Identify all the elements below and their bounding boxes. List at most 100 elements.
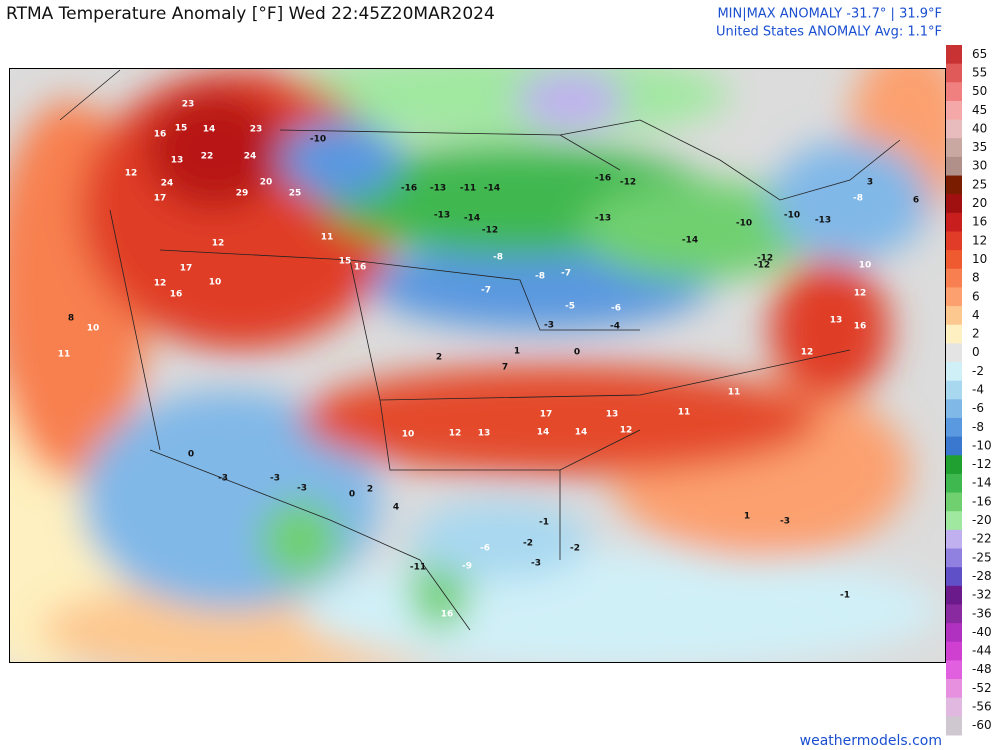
anomaly-label: -2: [523, 539, 533, 549]
anomaly-label: 13: [171, 156, 184, 166]
anomaly-label: 11: [678, 408, 691, 418]
colorbar-bin: [946, 604, 962, 624]
anomaly-label: 14: [203, 125, 216, 135]
colorbar-label: -22: [972, 532, 992, 546]
colorbar-bin: [946, 362, 962, 382]
anomaly-label: 6: [913, 196, 919, 206]
colorbar-label: -25: [972, 550, 992, 564]
min-max: MIN|MAX ANOMALY -31.7° | 31.9°F: [717, 7, 942, 22]
title: RTMA Temperature Anomaly [°F] Wed 22:45Z…: [6, 4, 495, 24]
colorbar-bin: [946, 473, 962, 494]
colorbar-bin: [946, 194, 962, 214]
colorbar-label: 6: [972, 289, 980, 303]
colorbar-label: -2: [972, 364, 984, 378]
anomaly-label: 11: [321, 233, 334, 243]
anomaly-label: -9: [462, 562, 472, 572]
anomaly-label: -3: [297, 484, 307, 494]
anomaly-label: 12: [212, 239, 225, 249]
anomaly-label: -7: [561, 269, 571, 279]
colorbar-label: -14: [972, 476, 992, 490]
colorbar-bin: [946, 45, 962, 65]
colorbar-bin: [946, 399, 962, 419]
colorbar-bin: [946, 436, 962, 456]
anomaly-label: -12: [754, 261, 770, 271]
anomaly-label: 17: [154, 194, 167, 204]
colorbar-bin: [946, 82, 962, 102]
colorbar-label: -28: [972, 569, 992, 583]
anomaly-label: 2: [436, 353, 442, 363]
anomaly-label: -3: [544, 321, 554, 331]
colorbar-bin: [946, 511, 962, 531]
colorbar-label: -10: [972, 438, 992, 452]
colorbar-bin: [946, 455, 962, 475]
anomaly-label: 4: [393, 503, 399, 513]
anomaly-label: 24: [244, 152, 257, 162]
anomaly-label: -3: [218, 474, 228, 484]
colorbar-label: -16: [972, 494, 992, 508]
anomaly-label: 11: [58, 350, 71, 360]
anomaly-label: -12: [757, 254, 773, 264]
footer: weathermodels.com: [800, 733, 942, 749]
anomaly-label: 12: [854, 289, 867, 299]
anomaly-label: -13: [815, 216, 831, 226]
colorbar-label: 35: [972, 140, 987, 154]
anomaly-label: -3: [531, 559, 541, 569]
colorbar-bin: [946, 231, 962, 251]
colorbar-label: -40: [972, 625, 992, 639]
anomaly-label: 13: [478, 429, 491, 439]
anomaly-label: 0: [574, 348, 580, 358]
colorbar-bin: [946, 343, 962, 363]
colorbar-label: 65: [972, 47, 987, 61]
colorbar-label: 50: [972, 84, 987, 98]
anomaly-label: 8: [68, 314, 74, 324]
colorbar-label: 0: [972, 345, 980, 359]
colorbar-label: 4: [972, 308, 980, 322]
anomaly-label: -12: [482, 226, 498, 236]
anomaly-label: 13: [606, 410, 619, 420]
anomaly-label: 15: [339, 257, 352, 267]
colorbar-bin: [946, 417, 962, 438]
colorbar-label: -52: [972, 681, 992, 695]
colorbar-bin: [946, 119, 962, 139]
colorbar-label: 55: [972, 65, 987, 79]
anomaly-label: 22: [201, 152, 214, 162]
anomaly-label: -13: [430, 184, 446, 194]
colorbar-bin: [946, 156, 962, 177]
colorbar-bin: [946, 138, 962, 158]
colorbar-label: 10: [972, 252, 987, 266]
anomaly-label: 15: [175, 124, 188, 134]
anomaly-label: 14: [537, 428, 550, 438]
anomaly-label: -2: [570, 544, 580, 554]
colorbar-label: 16: [972, 215, 987, 229]
anomaly-label: 11: [728, 388, 741, 398]
colorbar-label: 30: [972, 159, 987, 173]
colorbar-label: -20: [972, 513, 992, 527]
anomaly-label: 10: [402, 430, 415, 440]
anomaly-label: -11: [410, 563, 426, 573]
anomaly-label: 23: [182, 100, 195, 110]
colorbar-label: 45: [972, 103, 987, 117]
anomaly-label: 10: [859, 261, 872, 271]
anomaly-label: 2: [367, 485, 373, 495]
colorbar-bin: [946, 100, 962, 121]
colorbar-bin: [946, 175, 962, 195]
colorbar-bin: [946, 623, 962, 643]
colorbar-label: 2: [972, 327, 980, 341]
anomaly-label: -8: [493, 253, 503, 263]
colorbar-bin: [946, 641, 962, 661]
colorbar-bin: [946, 492, 962, 512]
anomaly-label: 16: [354, 263, 367, 273]
colorbar-bin: [946, 63, 962, 83]
anomaly-label: -8: [535, 272, 545, 282]
anomaly-label: -13: [434, 211, 450, 221]
anomaly-label: 12: [125, 169, 138, 179]
colorbar-bin: [946, 380, 962, 400]
anomaly-label: -14: [464, 214, 480, 224]
anomaly-label: -16: [401, 184, 417, 194]
colorbar-label: -6: [972, 401, 984, 415]
anomaly-label: -14: [484, 184, 500, 194]
colorbar-bin: [946, 548, 962, 568]
anomaly-label: 17: [180, 264, 193, 274]
anomaly-label: -7: [481, 286, 491, 296]
anomaly-label: -6: [480, 544, 490, 554]
